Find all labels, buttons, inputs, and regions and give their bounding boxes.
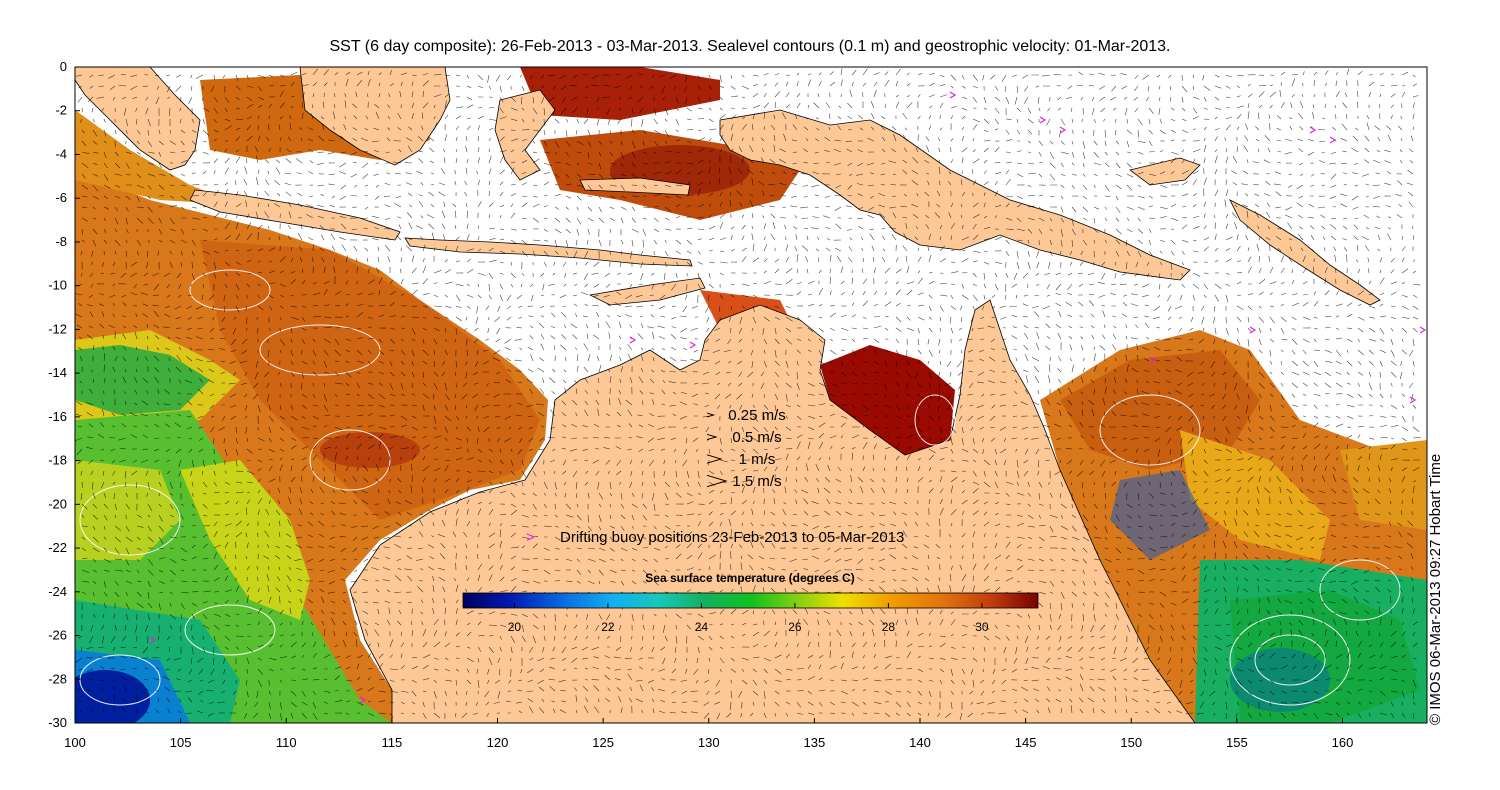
- velocity-legend-label: 0.5 m/s: [732, 429, 781, 446]
- y-tick-label: -30: [48, 715, 67, 730]
- buoy-legend-label: Drifting buoy positions 23-Feb-2013 to 0…: [560, 529, 904, 546]
- colorbar-tick-label: 28: [882, 620, 896, 634]
- y-tick-label: -12: [48, 321, 67, 336]
- land-timor: [588, 277, 706, 306]
- land-sumatra: [75, 67, 201, 171]
- x-tick-label: 145: [1015, 735, 1037, 750]
- x-tick-label: 115: [382, 735, 403, 750]
- copyright-notice: © IMOS 06-Mar-2013 09:27 Hobart Time: [1427, 453, 1444, 725]
- x-tick-label: 105: [170, 735, 192, 750]
- velocity-legend-label: 1 m/s: [739, 451, 776, 468]
- colorbar-gradient: [462, 592, 1039, 609]
- buoy-marker: [1149, 356, 1157, 364]
- x-tick-label: 150: [1120, 735, 1142, 750]
- drifting-buoys: [149, 91, 1427, 704]
- land-australia: [349, 299, 1196, 723]
- buoy-legend-symbol: >: [526, 529, 535, 546]
- plot-frame: [74, 66, 1428, 724]
- x-tick-label: 130: [698, 735, 720, 750]
- velocity-legend-arrow: [706, 433, 718, 441]
- y-tick-label: -16: [48, 409, 67, 424]
- land-borneo: [299, 67, 451, 166]
- buoy-marker: [1309, 126, 1317, 134]
- x-tick-label: 125: [592, 735, 614, 750]
- colorbar-tick-label: 26: [788, 620, 802, 634]
- y-tick-label: -20: [48, 496, 67, 511]
- colorbar-tick-label: 22: [601, 620, 615, 634]
- y-tick-label: -18: [48, 453, 67, 468]
- buoy-marker: [1419, 326, 1427, 334]
- x-tick-label: 100: [64, 735, 86, 750]
- buoy-marker: [949, 91, 957, 99]
- velocity-legend: 0.25 m/s 0.5 m/s 1 m/s 1.5 m/s: [706, 407, 786, 490]
- y-tick-label: -26: [48, 628, 67, 643]
- buoy-marker: [359, 696, 367, 704]
- land-new-guinea: [719, 109, 1191, 281]
- buoy-marker: [1409, 396, 1417, 404]
- y-axis: 0 -2 -4 -6 -8 -10 -12 -14 -16 -18 -20 -22 -24 -26 -28 -…: [48, 59, 80, 730]
- velocity-vector-field: [75, 68, 1421, 721]
- land-solomon-islands: [1229, 199, 1381, 306]
- x-tick-label: 160: [1332, 735, 1354, 750]
- y-tick-label: -14: [48, 365, 67, 380]
- land-masses: [75, 67, 1381, 723]
- chart-title: SST (6 day composite): 26-Feb-2013 - 03-…: [329, 38, 1171, 55]
- sst-gulf-of-carpentaria: [820, 345, 955, 455]
- buoy-marker: [1249, 326, 1257, 334]
- velocity-legend-arrow: [706, 454, 723, 464]
- y-tick-label: -28: [48, 671, 67, 686]
- land-new-britain: [1129, 157, 1201, 186]
- sst-field-west: [75, 67, 548, 723]
- land-java: [189, 189, 401, 241]
- buoy-legend: > Drifting buoy positions 23-Feb-2013 to…: [526, 529, 904, 546]
- velocity-legend-arrow: [706, 412, 716, 418]
- y-tick-label: -24: [48, 584, 67, 599]
- colorbar-title: Sea surface temperature (degrees C): [645, 571, 854, 585]
- y-tick-label: -10: [48, 278, 67, 293]
- velocity-legend-label: 0.25 m/s: [728, 407, 786, 424]
- buoy-marker: [629, 336, 637, 344]
- map-plot-area: [75, 67, 1427, 723]
- x-tick-label: 135: [804, 735, 826, 750]
- colorbar-tick-label: 20: [508, 620, 522, 634]
- colorbar-tick-label: 24: [695, 620, 709, 634]
- colorbar-ticks: 20 22 24 26 28 30: [508, 603, 989, 634]
- land-lesser-sunda: [404, 237, 693, 267]
- y-tick-label: -6: [55, 190, 67, 205]
- y-tick-label: -2: [55, 103, 67, 118]
- buoy-marker: [149, 636, 157, 644]
- y-tick-label: 0: [60, 59, 67, 74]
- x-tick-label: 140: [909, 735, 931, 750]
- buoy-marker: [1329, 136, 1337, 144]
- land-seram: [579, 177, 691, 196]
- x-tick-label: 110: [276, 735, 297, 750]
- velocity-legend-label: 1.5 m/s: [732, 473, 781, 490]
- colorbar-tick-label: 30: [975, 620, 989, 634]
- velocity-legend-arrow: [706, 474, 728, 488]
- buoy-marker: [1059, 126, 1067, 134]
- geostrophic-velocity-vectors: [75, 68, 1421, 721]
- x-axis: 100 105 110 115 120 125 130 135 140 145 150 155 160: [64, 718, 1353, 750]
- land-sulawesi: [494, 89, 556, 181]
- y-tick-label: -4: [55, 146, 67, 161]
- x-tick-label: 120: [487, 735, 509, 750]
- x-tick-label: 155: [1226, 735, 1248, 750]
- sealevel-contours: [79, 269, 1401, 706]
- colorbar: Sea surface temperature (degrees C) 20 22…: [462, 571, 1039, 634]
- y-tick-label: -8: [55, 234, 67, 249]
- y-tick-label: -22: [48, 540, 67, 555]
- buoy-marker: [689, 341, 697, 349]
- buoy-marker: [1039, 116, 1047, 124]
